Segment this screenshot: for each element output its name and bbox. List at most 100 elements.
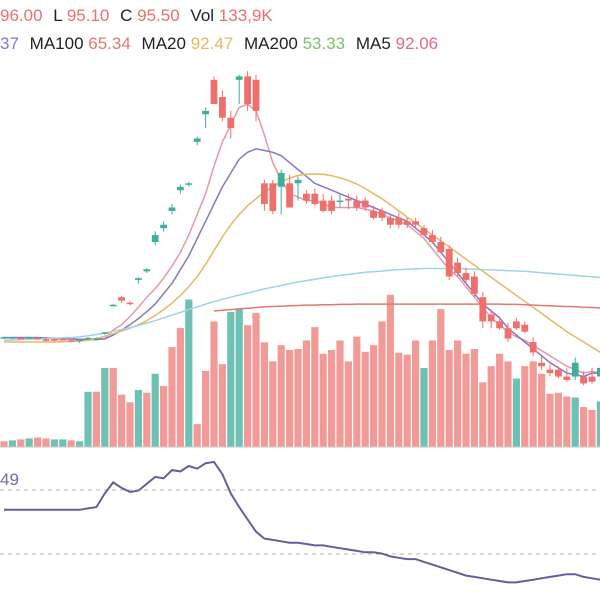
- candle-body: [563, 376, 571, 380]
- volume-bar: [286, 349, 294, 447]
- oscillator-value-label: 49: [0, 470, 19, 489]
- candle-body: [571, 362, 579, 377]
- volume-bar: [361, 351, 369, 447]
- candle: [168, 204, 176, 215]
- legend-open-value: 96.00: [0, 6, 43, 25]
- volume-bar: [0, 441, 8, 447]
- candle-body: [546, 369, 554, 374]
- candle-body: [252, 79, 260, 111]
- candle-body: [261, 183, 268, 205]
- candle: [588, 367, 596, 384]
- candle: [93, 337, 100, 341]
- volume-bar: [185, 299, 193, 447]
- volume-bar: [571, 397, 579, 447]
- legend-ma10-value: 37: [0, 34, 19, 53]
- candle: [353, 195, 361, 211]
- volume-bar: [554, 392, 562, 447]
- legend-ma200-value: 53.33: [302, 34, 346, 53]
- candle: [109, 304, 117, 307]
- candle: [529, 336, 537, 356]
- volume-bar: [470, 348, 478, 447]
- volume-bar: [84, 391, 92, 447]
- candle-body: [185, 183, 193, 185]
- candle-body: [555, 369, 562, 377]
- candle-body: [378, 210, 386, 218]
- candle-body: [336, 200, 344, 203]
- volume-bar: [487, 366, 495, 447]
- volume-bar: [420, 368, 428, 447]
- candle-body: [496, 321, 503, 329]
- legend-close-label: C: [120, 6, 133, 25]
- volume-bar: [454, 340, 462, 447]
- candle: [513, 317, 520, 330]
- volume-bar: [412, 340, 420, 447]
- volume-bar: [328, 349, 336, 447]
- volume-bar: [395, 352, 403, 447]
- candle-body: [487, 314, 495, 322]
- candle: [294, 176, 302, 201]
- candle: [269, 179, 277, 215]
- ma10-line: [4, 148, 600, 378]
- candle-body: [177, 186, 184, 191]
- candle: [51, 337, 58, 342]
- volume-bars: [0, 294, 600, 447]
- volume-bar: [353, 336, 361, 447]
- volume-bar: [294, 348, 302, 447]
- legend-close-value: 95.50: [137, 6, 180, 25]
- volume-bar: [109, 368, 117, 447]
- candle: [403, 217, 411, 229]
- candle-body: [277, 172, 285, 187]
- volume-bar: [529, 361, 537, 447]
- volume-bar: [42, 438, 50, 447]
- volume-bar: [168, 347, 176, 447]
- candle-body: [387, 217, 394, 225]
- candle-body: [328, 200, 335, 211]
- candle-body: [504, 328, 512, 339]
- candle: [387, 214, 394, 229]
- volume-bar: [277, 345, 285, 447]
- candle: [555, 366, 562, 379]
- volume-bar: [370, 345, 378, 447]
- volume-bar: [546, 393, 554, 447]
- candle: [227, 110, 235, 139]
- candle-body: [311, 193, 319, 205]
- candle: [580, 371, 587, 386]
- candle: [67, 338, 75, 343]
- candle-body: [445, 248, 453, 277]
- candle: [9, 336, 16, 340]
- ma100-line: [213, 303, 600, 312]
- candle: [177, 184, 184, 194]
- volume-bar: [101, 368, 109, 447]
- candle-body: [319, 200, 327, 211]
- candle: [479, 292, 487, 329]
- volume-bar: [218, 364, 226, 447]
- volume-bar: [403, 354, 411, 447]
- candle-body: [437, 241, 445, 253]
- ohlc-legend: 96.00 L 95.10 C 95.50 Vol 133,9K: [0, 6, 279, 26]
- candle: [59, 337, 67, 341]
- candle: [378, 207, 386, 222]
- candle: [496, 316, 503, 330]
- legend-ma200-label: MA200: [243, 34, 298, 53]
- candle-body: [168, 207, 176, 211]
- candle: [429, 229, 436, 244]
- volume-bar: [176, 328, 184, 447]
- candle-body: [294, 179, 302, 184]
- candle: [563, 367, 571, 382]
- ma-legend: 37 MA100 65.34 MA20 92.47 MA200 53.33 MA…: [0, 34, 444, 54]
- volume-bar: [378, 321, 386, 447]
- candle: [521, 321, 529, 334]
- volume-bar: [319, 353, 327, 447]
- candle: [277, 169, 285, 215]
- candle-body: [353, 200, 361, 208]
- volume-bar: [244, 325, 252, 447]
- candle-body: [597, 367, 600, 377]
- candle: [412, 217, 419, 229]
- candle: [370, 205, 377, 220]
- candle-body: [580, 376, 587, 384]
- candle: [193, 136, 201, 146]
- candle: [219, 90, 226, 122]
- candle-body: [118, 297, 125, 301]
- candle: [261, 179, 268, 211]
